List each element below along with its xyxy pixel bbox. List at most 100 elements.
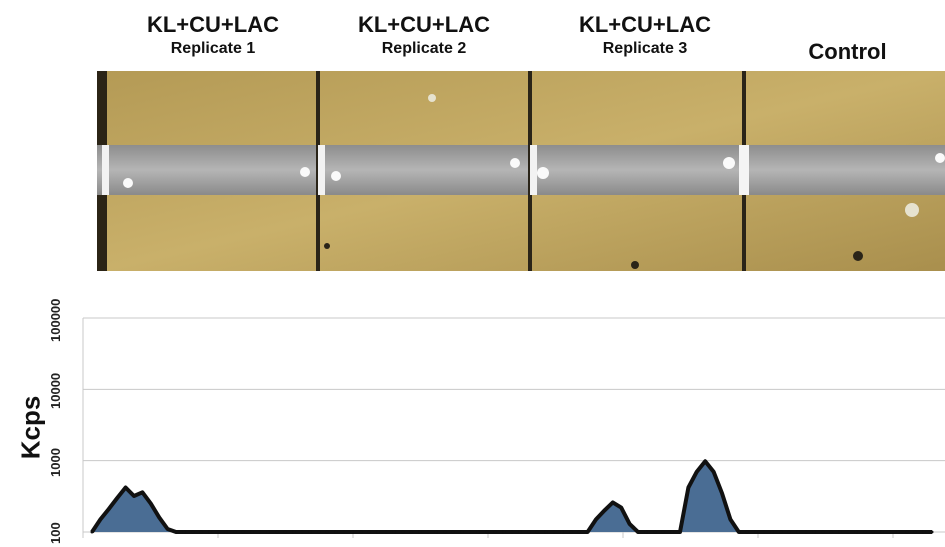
data-point xyxy=(250,530,254,534)
data-point xyxy=(922,530,926,534)
data-point xyxy=(451,530,455,534)
data-point xyxy=(611,500,615,504)
data-point xyxy=(745,530,749,534)
data-point xyxy=(796,530,800,534)
spot xyxy=(631,261,639,269)
scan-strip xyxy=(97,145,945,195)
data-point xyxy=(560,530,564,534)
data-point xyxy=(149,502,153,506)
data-point xyxy=(392,530,396,534)
data-point xyxy=(686,486,690,489)
data-point xyxy=(124,486,128,489)
data-point xyxy=(602,509,606,512)
data-point xyxy=(275,530,279,534)
data-point xyxy=(888,530,892,534)
spot xyxy=(935,153,945,163)
data-point xyxy=(384,530,388,534)
data-point xyxy=(619,506,623,510)
data-point xyxy=(829,530,833,534)
column-header-replicate-1: KL+CU+LAC Replicate 1 xyxy=(110,12,316,60)
column-header-control: Control xyxy=(760,28,935,76)
data-point xyxy=(535,530,539,534)
data-point xyxy=(443,530,447,534)
data-point xyxy=(300,530,304,534)
bright-edge-3 xyxy=(530,145,537,195)
data-point xyxy=(434,530,438,534)
column-header-replicate-3: KL+CU+LAC Replicate 3 xyxy=(532,12,758,60)
data-point xyxy=(98,517,102,521)
data-point xyxy=(107,507,111,511)
y-tick-label: 100000 xyxy=(48,298,63,342)
data-point xyxy=(779,530,783,534)
data-point xyxy=(476,530,480,534)
y-tick-label: 100 xyxy=(48,522,63,544)
data-point xyxy=(174,530,178,534)
spot xyxy=(905,203,919,217)
data-point xyxy=(199,530,203,534)
data-point xyxy=(754,530,758,534)
data-point xyxy=(367,530,371,534)
data-point xyxy=(871,530,875,534)
column-header-main: KL+CU+LAC xyxy=(578,12,711,37)
spot xyxy=(537,167,549,179)
data-point xyxy=(544,530,548,534)
column-header-sub: Replicate 2 xyxy=(381,40,467,57)
data-point xyxy=(216,530,220,534)
data-point xyxy=(737,530,741,534)
data-point xyxy=(317,530,321,534)
data-point xyxy=(670,530,674,534)
column-header-sub: Replicate 3 xyxy=(602,40,688,57)
data-point xyxy=(468,530,472,534)
bright-edge-2 xyxy=(318,145,325,195)
data-point xyxy=(166,527,170,531)
y-tick-label: 1000 xyxy=(48,447,63,477)
data-point xyxy=(728,517,732,521)
data-point xyxy=(350,530,354,534)
spot xyxy=(723,157,735,169)
data-point xyxy=(812,530,816,534)
data-point xyxy=(930,530,934,534)
data-point xyxy=(854,530,858,534)
data-point xyxy=(292,530,296,534)
data-point xyxy=(703,459,707,463)
data-point xyxy=(359,530,363,534)
data-point xyxy=(552,530,556,534)
data-point xyxy=(493,530,497,534)
data-point xyxy=(846,530,850,534)
data-point xyxy=(233,530,237,534)
data-point xyxy=(770,530,774,534)
data-point xyxy=(594,517,598,521)
data-point xyxy=(628,522,632,526)
data-point xyxy=(208,530,212,534)
spot xyxy=(510,158,520,168)
y-tick-label: 10000 xyxy=(48,373,63,410)
spot xyxy=(324,243,330,249)
data-point xyxy=(191,530,195,534)
spot xyxy=(123,178,133,188)
data-point xyxy=(821,530,825,534)
data-point xyxy=(838,530,842,534)
data-point xyxy=(401,530,405,534)
data-point xyxy=(913,530,917,534)
data-point xyxy=(485,530,489,534)
data-point xyxy=(115,496,119,500)
data-point xyxy=(695,470,699,474)
column-header-replicate-2: KL+CU+LAC Replicate 2 xyxy=(320,12,528,60)
data-point xyxy=(140,490,144,494)
data-point xyxy=(518,530,522,534)
series-area xyxy=(92,461,932,532)
data-point xyxy=(804,530,808,534)
data-point xyxy=(90,530,94,534)
data-point xyxy=(182,530,186,534)
data-point xyxy=(409,530,413,534)
data-point xyxy=(863,530,867,534)
spot xyxy=(331,171,341,181)
data-point xyxy=(720,491,724,495)
data-point xyxy=(636,530,640,534)
data-point xyxy=(644,530,648,534)
data-point xyxy=(762,530,766,534)
data-point xyxy=(132,494,136,498)
data-point xyxy=(376,530,380,534)
column-header-main: KL+CU+LAC xyxy=(357,12,490,37)
